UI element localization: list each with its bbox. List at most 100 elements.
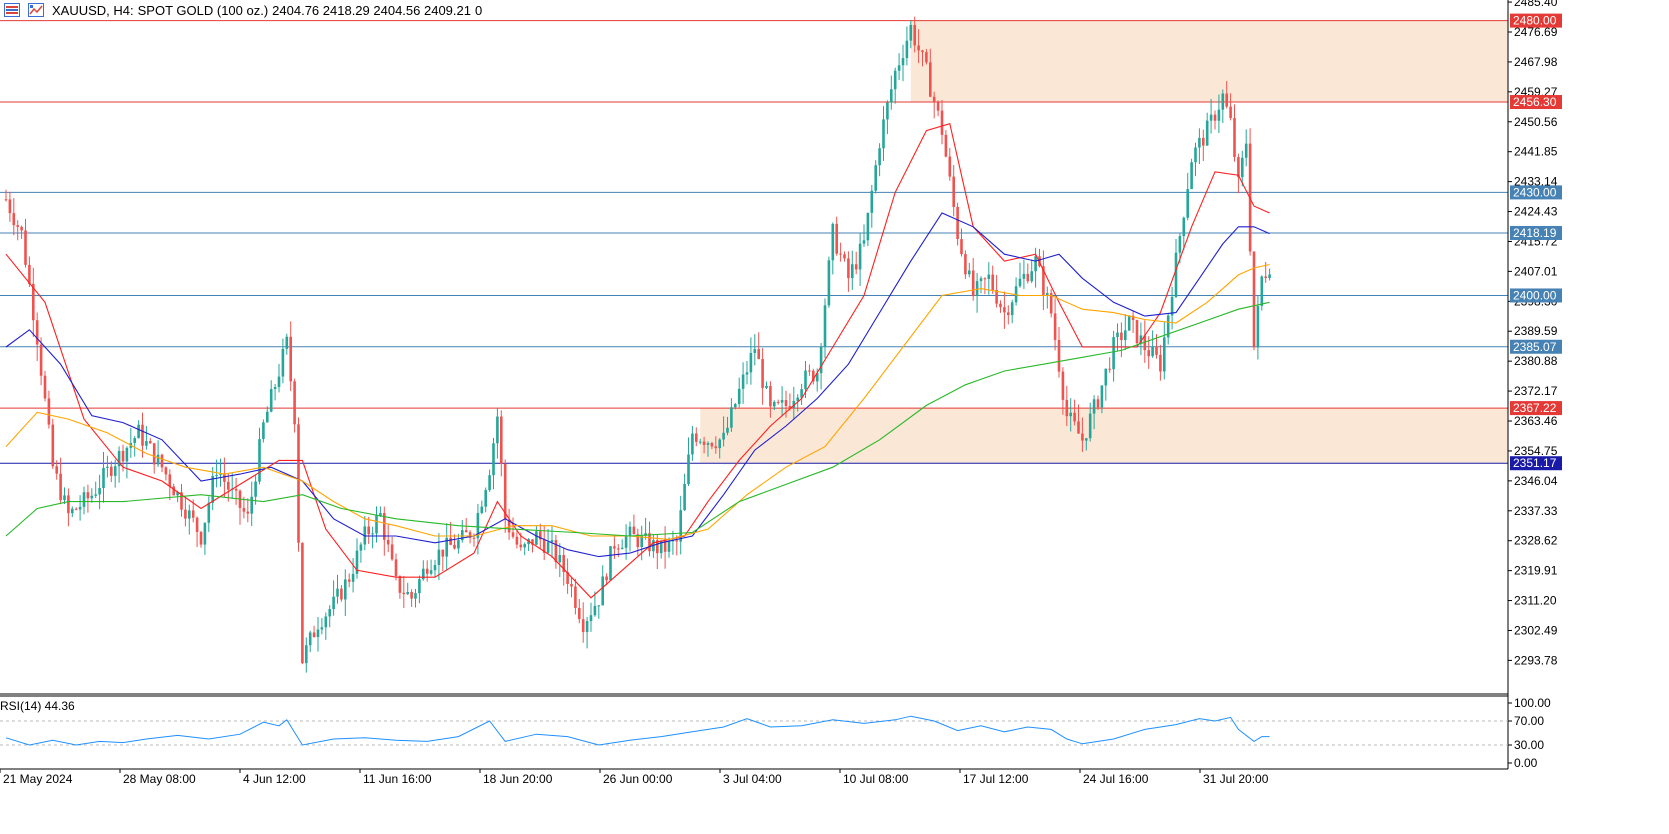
candle-body	[110, 466, 113, 476]
candle-body	[1131, 315, 1135, 320]
candle-body	[379, 513, 382, 516]
level-price-tag-label: 2456.30	[1513, 95, 1557, 109]
level-price-tag[interactable]	[1510, 339, 1562, 354]
candle-body	[488, 475, 491, 491]
candle-body	[929, 62, 932, 97]
candle-body	[1213, 114, 1217, 121]
level-price-tag[interactable]	[1510, 401, 1562, 416]
candle-body	[1217, 109, 1221, 121]
candle-body	[1166, 315, 1170, 338]
candle-body	[156, 454, 160, 465]
candle-body	[784, 400, 788, 406]
candle-body	[675, 540, 679, 542]
candle-body	[191, 510, 195, 518]
candle-body	[480, 506, 484, 513]
candle-body	[82, 492, 86, 507]
candle-body	[320, 627, 324, 630]
candle-body	[500, 416, 503, 464]
candle-body	[546, 542, 550, 553]
level-price-tag[interactable]	[1510, 185, 1562, 200]
candle-body	[437, 549, 441, 566]
candle-body	[796, 397, 799, 401]
candle-body	[858, 243, 862, 270]
time-tick-label: 17 Jul 12:00	[963, 772, 1029, 786]
candle-body	[176, 492, 179, 496]
candle-body	[1034, 256, 1037, 272]
candle-body	[63, 495, 66, 500]
time-tick-label: 10 Jul 08:00	[843, 772, 909, 786]
candle-body	[1202, 137, 1205, 146]
candle-body	[819, 346, 823, 374]
level-price-tag[interactable]	[1510, 95, 1562, 110]
rsi-line	[5, 715, 1270, 746]
candle-body	[472, 537, 476, 539]
candle-body	[67, 495, 70, 514]
candle-body	[827, 260, 831, 306]
candle-body	[578, 607, 581, 620]
candle-body	[897, 65, 901, 71]
level-price-tag[interactable]	[1510, 225, 1562, 240]
candle-body	[866, 212, 870, 241]
candle-body	[656, 540, 659, 554]
candle-body	[425, 568, 429, 574]
level-price-tag[interactable]	[1510, 288, 1562, 303]
time-tick-label: 28 May 08:00	[123, 772, 196, 786]
candle-body	[223, 474, 226, 482]
candle-body	[843, 254, 846, 259]
candle-body	[145, 441, 148, 446]
candle-body	[324, 616, 328, 628]
candle-body	[745, 372, 749, 375]
candle-body	[948, 156, 952, 177]
candle-body	[1190, 162, 1193, 190]
candle-body	[570, 583, 573, 587]
candle-body	[12, 213, 16, 226]
chart-window-icon[interactable]	[28, 3, 44, 17]
candle-body	[4, 199, 8, 201]
candle-body	[1061, 371, 1065, 400]
candle-body	[32, 283, 35, 321]
candle-body	[620, 547, 624, 549]
ohlc-values: 2404.76 2418.29 2404.56 2409.21	[272, 2, 471, 18]
rsi-tick-label: 0.00	[1514, 756, 1538, 770]
candle-body	[51, 424, 55, 467]
level-price-tag[interactable]	[1510, 13, 1562, 28]
candle-body	[515, 536, 519, 545]
candle-body	[1065, 399, 1069, 417]
price-tick-label: 2433.14	[1514, 175, 1558, 189]
candle-body	[839, 253, 842, 255]
candle-body	[979, 278, 983, 282]
chart-list-icon[interactable]	[4, 3, 20, 17]
candle-body	[1209, 114, 1213, 121]
candle-body	[940, 110, 944, 135]
candle-body	[78, 506, 82, 510]
candle-body	[336, 588, 339, 597]
candle-body	[273, 387, 277, 390]
candle-body	[882, 119, 885, 149]
candle-body	[449, 537, 452, 545]
candle-body	[277, 376, 281, 388]
level-price-tag[interactable]	[1510, 456, 1562, 471]
candle-body	[1260, 276, 1264, 306]
candle-body	[593, 605, 597, 616]
candle-body	[890, 89, 893, 103]
candle-body	[199, 531, 203, 545]
candle-body	[47, 398, 51, 425]
price-tick-label: 2441.85	[1514, 145, 1558, 159]
rsi-tick-label: 100.00	[1514, 696, 1551, 710]
level-price-tag-label: 2480.00	[1513, 14, 1557, 28]
candle-body	[585, 621, 589, 633]
candle-body	[913, 24, 916, 46]
level-price-tag-label: 2400.00	[1513, 288, 1557, 302]
candle-body	[301, 542, 304, 664]
candle-body	[893, 70, 897, 90]
candle-body	[172, 486, 175, 496]
candle-body	[1030, 271, 1033, 282]
candle-body	[909, 24, 913, 41]
candle-body	[1186, 189, 1189, 218]
time-tick-label: 3 Jul 04:00	[723, 772, 782, 786]
candle-body	[1010, 302, 1014, 316]
time-tick-label: 31 Jul 20:00	[1203, 772, 1269, 786]
candle-body	[1155, 346, 1158, 355]
